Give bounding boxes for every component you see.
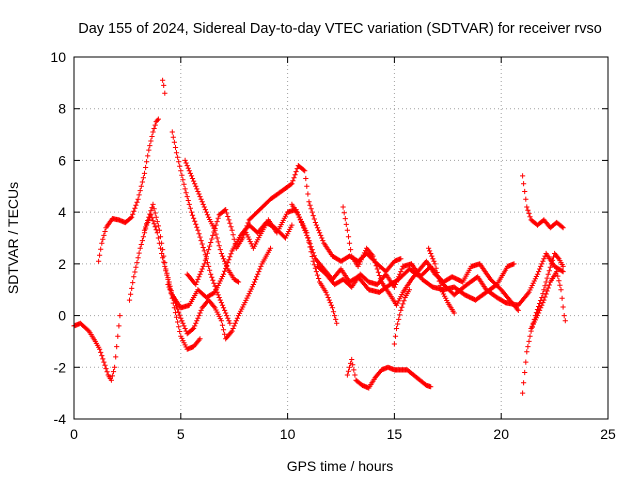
data-markers bbox=[71, 77, 568, 396]
data-point-markers bbox=[289, 201, 340, 326]
x-tick-label: 0 bbox=[70, 426, 78, 442]
plot-frame bbox=[73, 56, 609, 420]
series-track-13 bbox=[340, 204, 521, 313]
data-point-markers bbox=[96, 116, 161, 264]
series-track-14 bbox=[426, 245, 457, 316]
data-point-markers bbox=[344, 356, 434, 391]
series-track-3 bbox=[160, 77, 168, 96]
series-track-17 bbox=[520, 173, 566, 231]
data-point-markers bbox=[314, 261, 517, 303]
x-tick-label: 15 bbox=[387, 426, 403, 442]
series-track-15 bbox=[391, 287, 412, 347]
data-point-markers bbox=[528, 269, 568, 332]
chart-title: Day 155 of 2024, Sidereal Day-to-day VTE… bbox=[78, 21, 602, 37]
x-tick-label: 20 bbox=[493, 426, 509, 442]
data-point-markers bbox=[340, 204, 521, 313]
y-tick-label: 2 bbox=[58, 256, 66, 272]
series-track-7 bbox=[165, 245, 274, 342]
data-point-markers bbox=[426, 245, 457, 316]
series-track-19 bbox=[528, 269, 568, 332]
x-tick-label: 5 bbox=[177, 426, 185, 442]
data-point-markers bbox=[165, 245, 274, 342]
x-axis-label: GPS time / hours bbox=[287, 458, 394, 474]
y-tick-label: -4 bbox=[54, 411, 67, 427]
data-point-markers bbox=[391, 287, 412, 347]
series-track-2 bbox=[96, 116, 161, 264]
series-track-12 bbox=[314, 261, 517, 303]
series-track-11 bbox=[289, 201, 340, 326]
axis-ticks: 0 5 10 15 20 25 -4 -2 0 2 4 6 8 10 bbox=[50, 49, 616, 442]
y-tick-label: 6 bbox=[58, 152, 66, 168]
y-axis-label: SDTVAR / TECUs bbox=[5, 182, 21, 294]
x-tick-label: 25 bbox=[600, 426, 616, 442]
y-tick-label: 4 bbox=[58, 204, 66, 220]
data-point-markers bbox=[520, 173, 566, 231]
series-track-16 bbox=[344, 356, 434, 391]
y-tick-label: 8 bbox=[58, 101, 66, 117]
y-tick-label: 0 bbox=[58, 308, 66, 324]
y-tick-label: -2 bbox=[54, 359, 67, 375]
x-tick-label: 10 bbox=[280, 426, 296, 442]
data-point-markers bbox=[160, 77, 168, 96]
y-tick-label: 10 bbox=[50, 49, 66, 65]
